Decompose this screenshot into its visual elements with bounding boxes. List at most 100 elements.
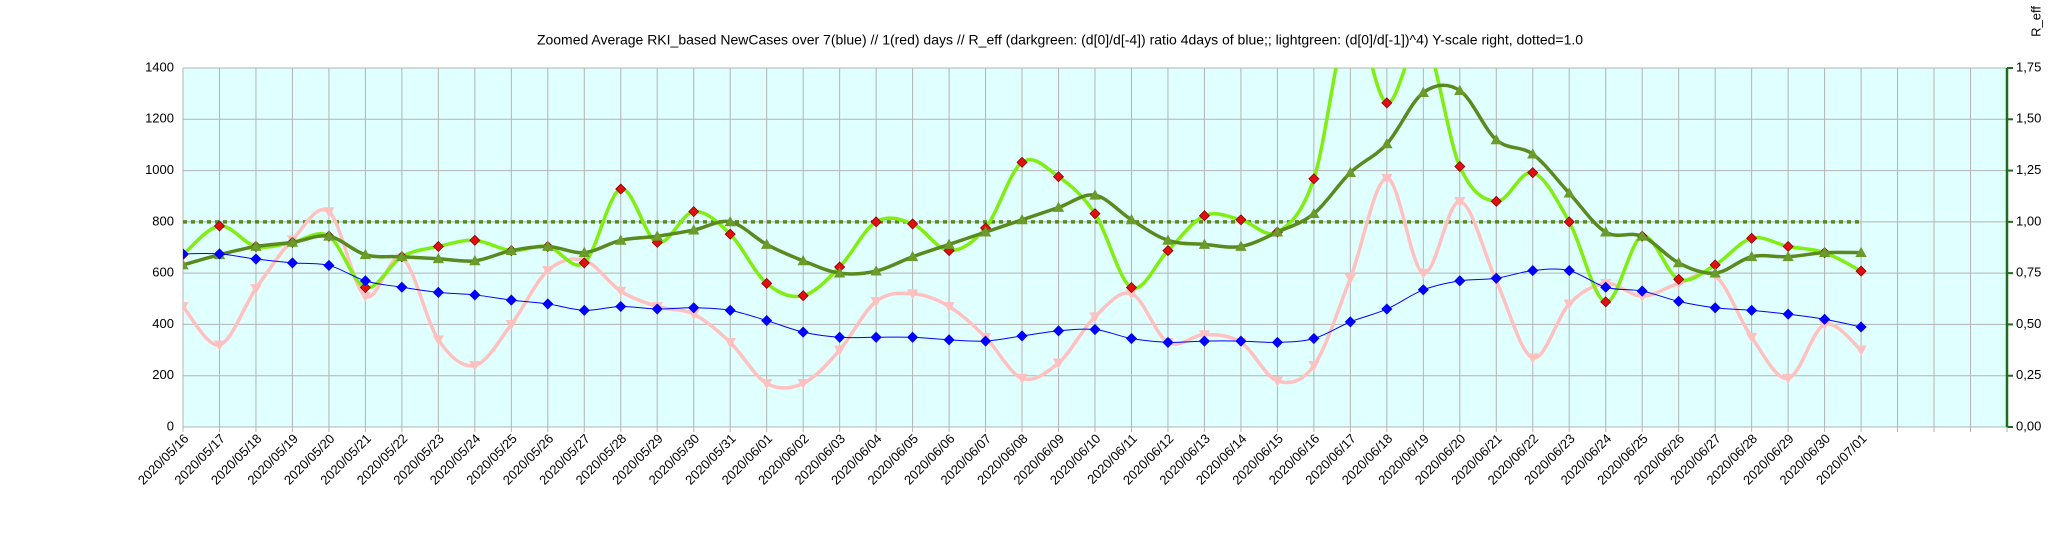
data-point: [1527, 148, 1539, 159]
data-point: [1563, 187, 1575, 198]
data-point: [1271, 336, 1283, 348]
data-point: [1089, 312, 1101, 323]
data-point: [1089, 208, 1101, 220]
data-point: [1125, 213, 1138, 225]
data-point: [1490, 272, 1502, 284]
data-point: [213, 340, 226, 351]
data-point: [688, 302, 700, 314]
data-point: [797, 255, 809, 266]
y2-tick-label: 1,50: [2016, 111, 2041, 126]
data-point: [469, 289, 481, 301]
data-point: [1052, 325, 1065, 337]
y2-tick-label: 0,50: [2016, 316, 2041, 331]
y2-tick-label: 0,25: [2016, 367, 2041, 382]
data-point: [761, 379, 773, 390]
data-point: [1381, 303, 1393, 315]
data-point: [1308, 361, 1320, 372]
data-point: [578, 246, 590, 258]
plot-area: [183, 68, 1867, 390]
data-point: [1417, 268, 1429, 279]
data-point: [797, 379, 809, 390]
y2-tick-label: 1,75: [2016, 59, 2041, 74]
data-point: [870, 216, 882, 228]
y-tick-label: 1400: [145, 59, 174, 74]
data-point: [505, 294, 517, 306]
data-point: [1125, 332, 1138, 345]
data-point: [250, 284, 262, 295]
data-point: [1198, 330, 1211, 341]
data-point: [396, 250, 408, 262]
data-point: [432, 252, 445, 264]
data-point: [1819, 313, 1831, 325]
data-point: [183, 259, 189, 270]
data-point: [542, 298, 554, 310]
data-point: [1454, 275, 1466, 287]
data-point: [323, 259, 335, 272]
data-point: [1417, 86, 1429, 98]
data-point: [906, 289, 919, 300]
data-point: [870, 296, 882, 308]
data-point: [250, 240, 262, 251]
data-point: [432, 240, 444, 253]
data-point: [724, 337, 736, 349]
data-point: [1563, 265, 1575, 277]
data-point: [1746, 304, 1758, 316]
data-point: [1344, 316, 1356, 328]
y-tick-label: 800: [152, 213, 174, 228]
data-point: [1454, 160, 1466, 173]
data-point: [1308, 207, 1320, 219]
data-point: [578, 257, 590, 269]
data-point: [323, 230, 335, 241]
data-point: [542, 266, 554, 277]
data-point: [1709, 302, 1721, 314]
data-point: [183, 248, 189, 260]
y2-axis-label: R_eff: [2028, 6, 2043, 37]
data-point: [1563, 216, 1575, 228]
data-point: [907, 218, 919, 230]
data-point: [1125, 281, 1138, 294]
data-point: [359, 275, 371, 287]
data-point: [1052, 201, 1065, 212]
data-point: [797, 326, 809, 338]
data-point: [1162, 234, 1174, 245]
data-point: [615, 286, 627, 297]
y-tick-label: 200: [152, 367, 174, 382]
data-point: [1855, 321, 1867, 333]
data-point: [286, 236, 299, 247]
data-point: [1490, 133, 1502, 145]
data-point: [1308, 173, 1320, 185]
data-point: [1271, 226, 1284, 237]
data-point: [979, 335, 992, 347]
y2-tick-label: 1,00: [2016, 213, 2041, 228]
data-point: [578, 304, 590, 316]
data-point: [651, 303, 663, 315]
data-point: [1782, 250, 1794, 262]
data-point: [943, 238, 955, 249]
data-point: [432, 286, 444, 298]
data-point: [469, 255, 481, 266]
data-point: [1344, 273, 1357, 285]
data-point: [1636, 230, 1648, 241]
data-point: [761, 238, 773, 249]
chart-title: Zoomed Average RKI_based NewCases over 7…: [537, 32, 1583, 48]
data-point: [1016, 213, 1028, 225]
data-point: [1782, 308, 1794, 320]
data-point: [1673, 273, 1685, 285]
data-point: [834, 331, 846, 343]
data-point: [183, 302, 189, 313]
data-point: [1855, 265, 1867, 277]
data-point: [1600, 281, 1612, 293]
data-point: [651, 230, 663, 241]
data-point: [1745, 332, 1758, 344]
data-point: [1235, 240, 1247, 251]
data-point: [1381, 138, 1393, 149]
y-tick-label: 1200: [145, 111, 174, 126]
y-tick-label: 1000: [145, 162, 174, 177]
y-tick-label: 400: [152, 316, 174, 331]
data-point: [542, 240, 554, 251]
data-point: [1417, 284, 1429, 296]
y-tick-label: 600: [152, 265, 174, 280]
data-point: [1271, 376, 1284, 387]
data-point: [1600, 226, 1612, 237]
data-point: [359, 281, 371, 294]
